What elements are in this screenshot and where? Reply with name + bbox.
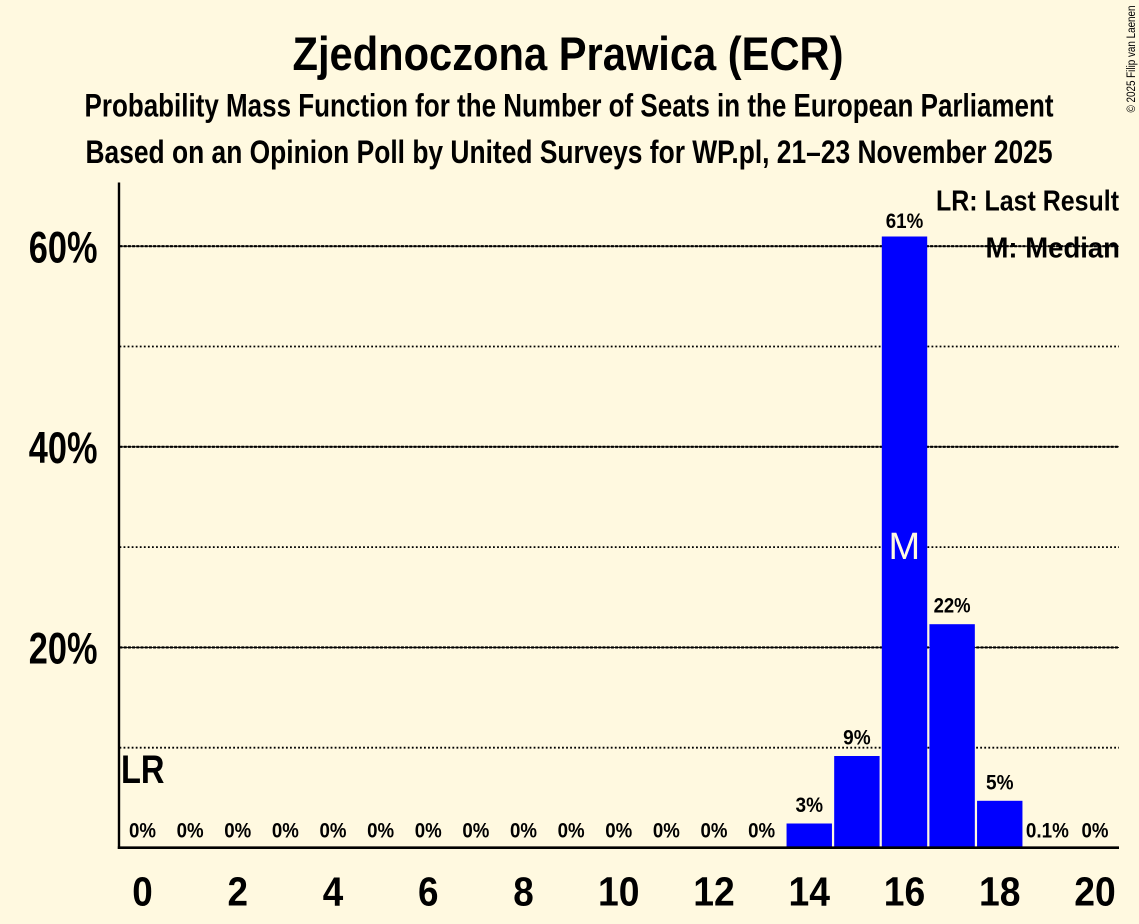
svg-text:10: 10 [598,868,640,914]
svg-text:0%: 0% [605,819,632,843]
svg-text:20: 20 [1074,868,1116,914]
svg-text:0%: 0% [415,819,442,843]
svg-text:3%: 3% [796,793,824,817]
svg-text:0%: 0% [558,819,585,843]
svg-text:0%: 0% [129,819,156,843]
svg-text:40%: 40% [29,424,98,473]
svg-text:0%: 0% [177,819,204,843]
svg-text:0.1%: 0.1% [1026,819,1069,843]
svg-text:14: 14 [789,868,831,914]
svg-text:0%: 0% [510,819,537,843]
svg-text:Zjednoczona Prawica (ECR): Zjednoczona Prawica (ECR) [293,28,844,81]
svg-text:8: 8 [513,868,534,914]
svg-text:9%: 9% [843,725,871,749]
svg-text:5%: 5% [986,771,1014,795]
svg-text:0%: 0% [701,819,728,843]
svg-text:16: 16 [884,868,926,914]
svg-text:12: 12 [693,868,735,914]
svg-text:Based on an Opinion Poll by Un: Based on an Opinion Poll by United Surve… [86,134,1053,170]
svg-text:0%: 0% [272,819,299,843]
svg-text:0%: 0% [462,819,489,843]
svg-text:M: Median: M: Median [986,233,1121,265]
svg-text:20%: 20% [29,625,98,674]
svg-text:LR: Last Result: LR: Last Result [936,186,1119,218]
svg-text:0%: 0% [748,819,775,843]
svg-text:Probability Mass Function for: Probability Mass Function for the Number… [85,88,1054,124]
svg-text:18: 18 [979,868,1021,914]
svg-text:0%: 0% [367,819,394,843]
svg-text:LR: LR [121,748,165,792]
svg-text:6: 6 [418,868,439,914]
svg-text:© 2025 Filip van Laenen: © 2025 Filip van Laenen [1126,6,1138,113]
svg-text:61%: 61% [886,209,924,233]
svg-text:M: M [888,526,920,568]
svg-text:0%: 0% [1082,819,1109,843]
svg-text:4: 4 [323,868,344,914]
svg-text:22%: 22% [934,594,971,618]
svg-text:0%: 0% [653,819,680,843]
svg-text:60%: 60% [29,223,98,272]
svg-text:2: 2 [228,868,249,914]
svg-text:0%: 0% [320,819,347,843]
svg-text:0%: 0% [224,819,251,843]
svg-text:0: 0 [132,868,153,914]
